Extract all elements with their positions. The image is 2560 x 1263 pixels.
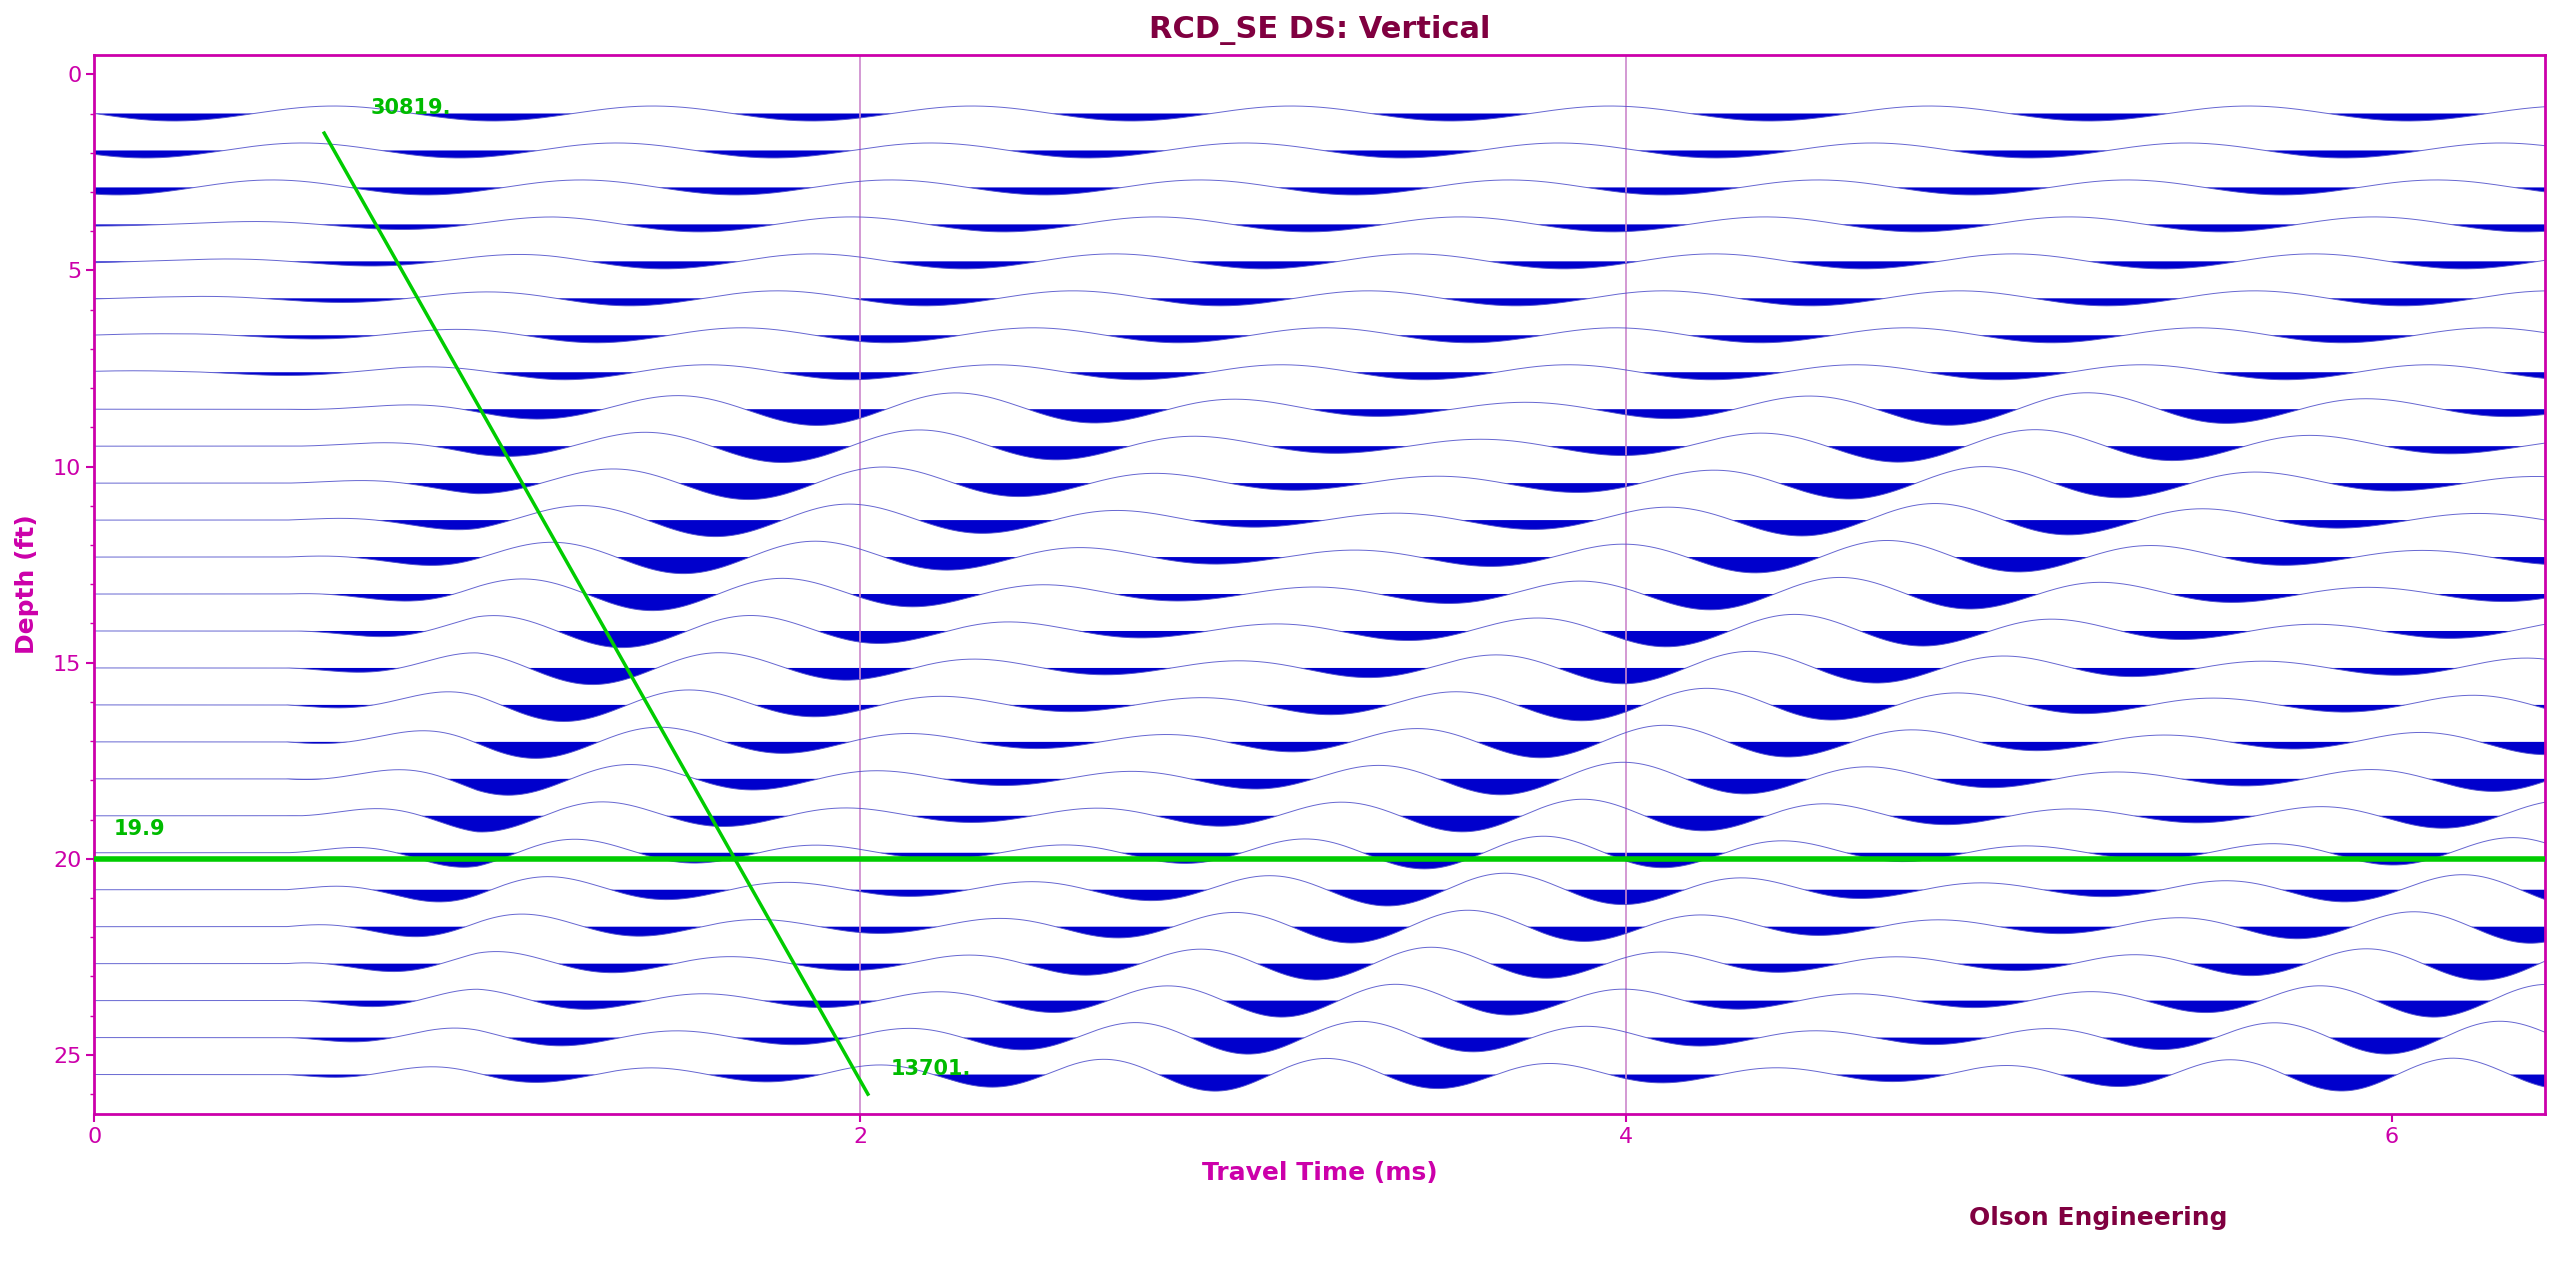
Title: RCD_SE DS: Vertical: RCD_SE DS: Vertical <box>1149 15 1490 45</box>
Text: 19.9: 19.9 <box>113 820 166 839</box>
Text: Olson Engineering: Olson Engineering <box>1969 1206 2227 1230</box>
Text: 13701.: 13701. <box>891 1058 970 1079</box>
Text: 30819.: 30819. <box>371 97 451 117</box>
X-axis label: Travel Time (ms): Travel Time (ms) <box>1201 1161 1439 1185</box>
Y-axis label: Depth (ft): Depth (ft) <box>15 514 38 654</box>
